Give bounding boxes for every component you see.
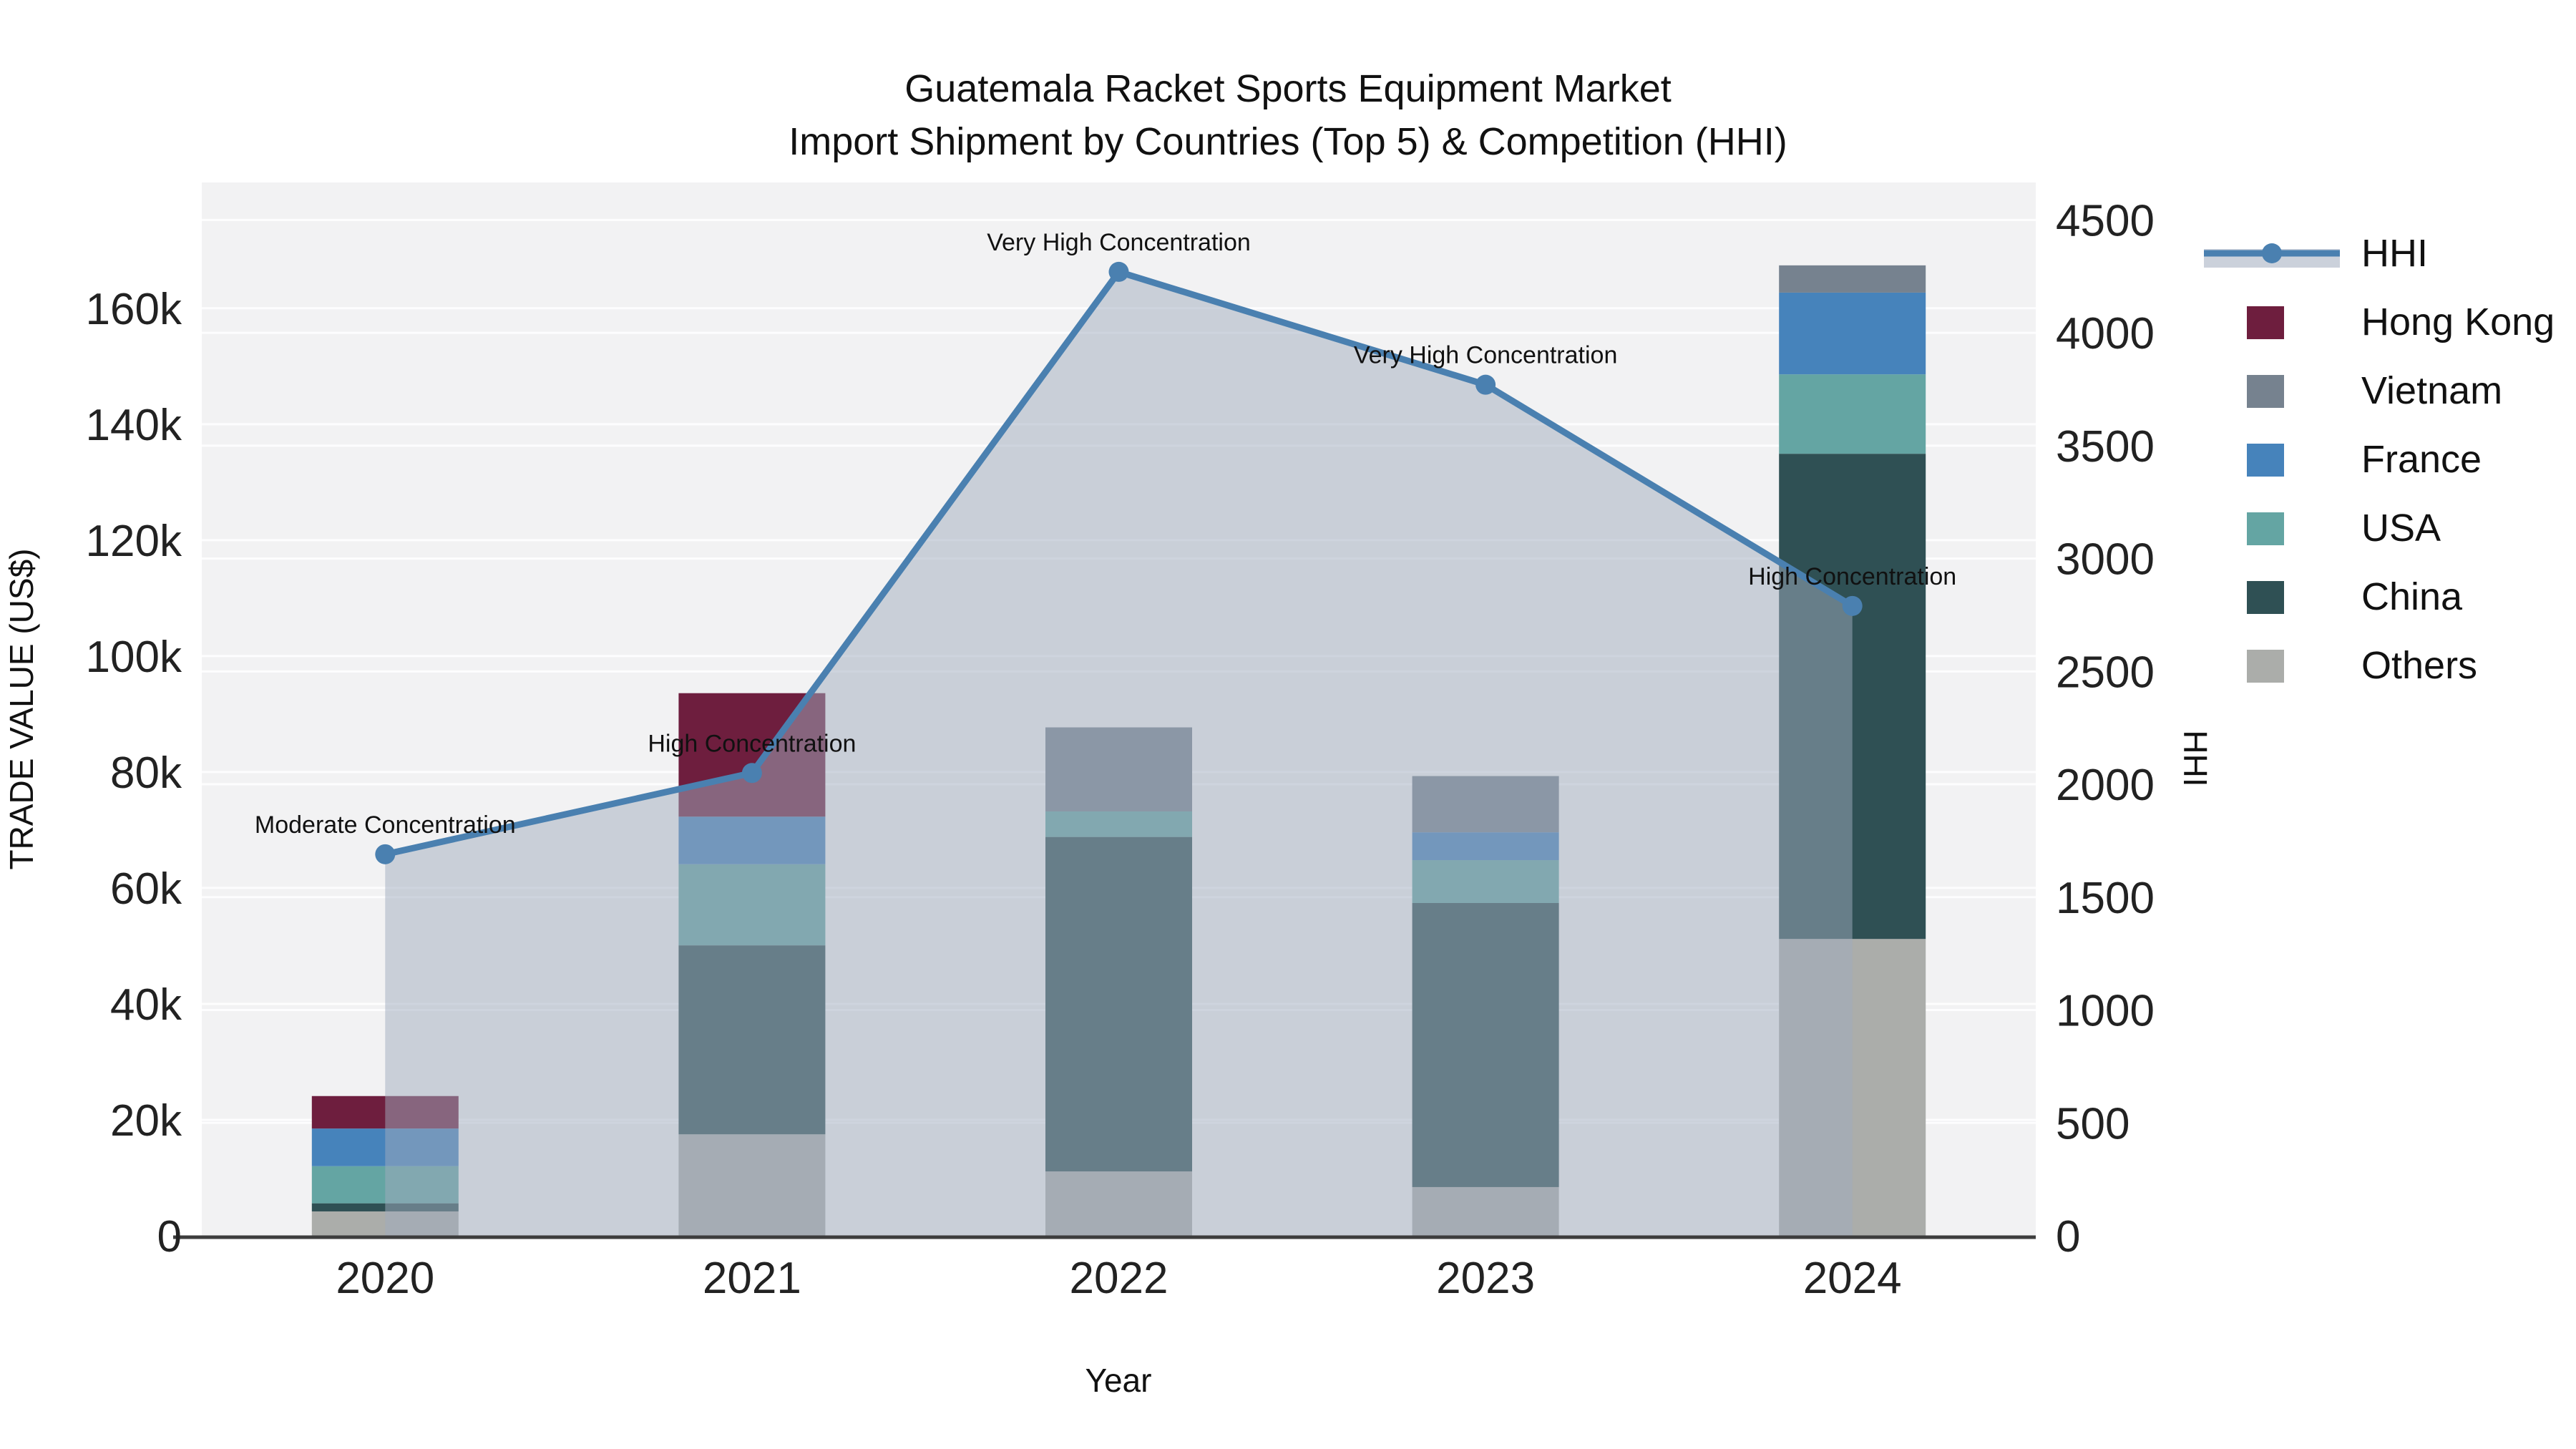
- legend-item-france[interactable]: France: [2247, 438, 2482, 481]
- y-right-tick-4000: 4000: [2056, 309, 2155, 358]
- y-right-tick-3000: 3000: [2056, 535, 2155, 585]
- legend: HHI Hong Kong Vietnam France USA China Others: [2204, 232, 2555, 687]
- y-right-tick-2000: 2000: [2056, 761, 2155, 810]
- hhi-area: [385, 271, 1853, 1236]
- bar-segment-usa-2024[interactable]: [1779, 374, 1926, 454]
- x-axis-title: Year: [1085, 1362, 1152, 1399]
- legend-label-france[interactable]: France: [2361, 438, 2482, 481]
- legend-item-hhi[interactable]: HHI: [2204, 232, 2428, 275]
- x-tick-2020: 2020: [336, 1254, 434, 1303]
- y-right-tick-0: 0: [2056, 1212, 2080, 1262]
- y-left-tick-40k: 40k: [110, 980, 182, 1030]
- y-left-tick-60k: 60k: [110, 864, 182, 914]
- y-left-tick-160k: 160k: [86, 285, 182, 334]
- y-right-axis-title: HHI: [2177, 730, 2214, 786]
- legend-item-china[interactable]: China: [2247, 575, 2463, 618]
- legend-label-hhi[interactable]: HHI: [2361, 232, 2428, 275]
- x-tick-2024: 2024: [1803, 1254, 1902, 1303]
- y-right-tick-1500: 1500: [2056, 874, 2155, 923]
- y-left-tick-120k: 120k: [86, 517, 182, 566]
- y-left-tick-100k: 100k: [86, 633, 182, 682]
- y-right-tick-3500: 3500: [2056, 422, 2155, 472]
- hhi-area-fill: [385, 271, 1853, 1236]
- hhi-line-group: [375, 261, 1863, 864]
- annotation-2020: Moderate Concentration: [255, 811, 516, 839]
- y-right-tick-1000: 1000: [2056, 987, 2155, 1036]
- legend-item-others[interactable]: Others: [2247, 644, 2477, 687]
- y-right-tick-2500: 2500: [2056, 648, 2155, 697]
- bar-segment-vietnam-2024[interactable]: [1779, 265, 1926, 293]
- y-left-axis-title: TRADE VALUE (US$): [3, 548, 40, 869]
- legend-swatch-usa: [2247, 512, 2284, 545]
- bar-segment-france-2024[interactable]: [1779, 292, 1926, 375]
- x-tick-2021: 2021: [703, 1254, 801, 1303]
- y-right-tick-4500: 4500: [2056, 196, 2155, 245]
- y-left-tick-20k: 20k: [110, 1096, 182, 1146]
- y-left-tick-0: 0: [157, 1212, 182, 1262]
- hhi-marker-2024[interactable]: [1842, 595, 1863, 616]
- annotations: Moderate Concentration High Concentration…: [255, 229, 1956, 839]
- legend-label-china[interactable]: China: [2361, 575, 2463, 618]
- legend-item-usa[interactable]: USA: [2247, 507, 2441, 550]
- x-tick-2023: 2023: [1436, 1254, 1535, 1303]
- legend-item-hong-kong[interactable]: Hong Kong: [2247, 301, 2555, 343]
- hhi-marker-2020[interactable]: [375, 844, 396, 864]
- chart-title-line1: Guatemala Racket Sports Equipment Market: [904, 67, 1671, 110]
- hhi-marker-2021[interactable]: [741, 763, 762, 784]
- annotation-2022: Very High Concentration: [987, 229, 1251, 256]
- chart-title-line2: Import Shipment by Countries (Top 5) & C…: [789, 120, 1787, 163]
- legend-hhi-marker: [2262, 243, 2282, 263]
- legend-label-vietnam[interactable]: Vietnam: [2361, 369, 2502, 412]
- annotation-2023: Very High Concentration: [1354, 342, 1618, 369]
- legend-item-vietnam[interactable]: Vietnam: [2247, 369, 2502, 412]
- legend-label-usa[interactable]: USA: [2361, 507, 2441, 550]
- legend-swatch-others: [2247, 650, 2284, 683]
- legend-label-others[interactable]: Others: [2361, 644, 2477, 687]
- x-tick-2022: 2022: [1070, 1254, 1169, 1303]
- y-left-tick-140k: 140k: [86, 401, 182, 450]
- legend-label-hong-kong[interactable]: Hong Kong: [2361, 301, 2555, 343]
- annotation-2024: High Concentration: [1748, 563, 1956, 590]
- y-right-tick-500: 500: [2056, 1099, 2129, 1148]
- y-left-tick-80k: 80k: [110, 748, 182, 798]
- hhi-marker-2022[interactable]: [1108, 261, 1129, 282]
- legend-swatch-hong-kong: [2247, 306, 2284, 339]
- annotation-2021: High Concentration: [648, 730, 856, 757]
- legend-swatch-vietnam: [2247, 375, 2284, 408]
- legend-swatch-china: [2247, 581, 2284, 614]
- tick-labels: 0 20k 40k 60k 80k 100k 120k 140k 160k 0 500 1000 150…: [86, 196, 2155, 1303]
- legend-swatch-france: [2247, 444, 2284, 477]
- hhi-marker-2023[interactable]: [1475, 374, 1496, 395]
